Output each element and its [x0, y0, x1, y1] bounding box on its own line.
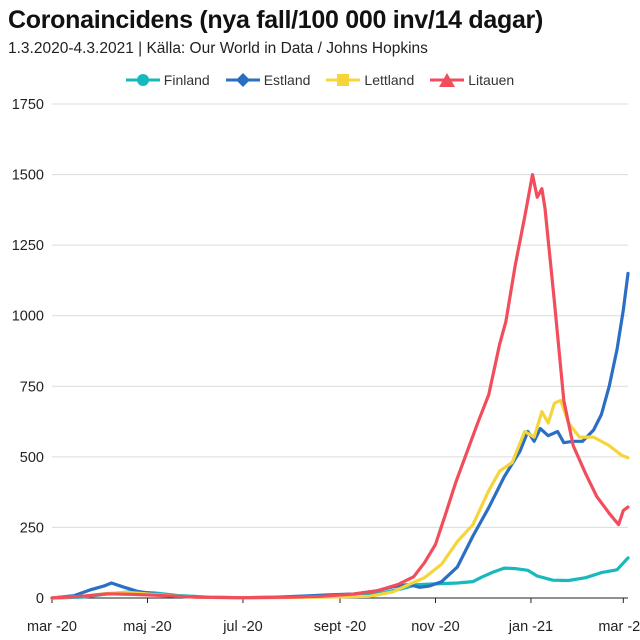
legend-label: Estland [263, 72, 311, 88]
y-tick-label: 250 [20, 520, 44, 536]
series-line-litauen [50, 173, 630, 600]
legend: Finland Estland Lettland Litauen [0, 72, 640, 88]
y-tick-label: 1750 [12, 97, 44, 113]
legend-item-litauen[interactable]: Litauen [430, 72, 514, 88]
y-tick-label: 500 [20, 450, 44, 466]
legend-marker [235, 73, 250, 87]
x-tick-label: sept -20 [314, 619, 366, 635]
y-tick-label: 1250 [12, 238, 44, 254]
y-tick-label: 750 [20, 379, 44, 395]
legend-marker [337, 74, 350, 86]
legend-label: Finland [163, 72, 210, 88]
legend-label: Litauen [468, 72, 515, 88]
x-tick-label: mar -20 [27, 619, 77, 635]
triangle-marker-icon [430, 73, 465, 87]
series-line-estland [50, 271, 630, 600]
x-tick-label: maj -20 [123, 619, 171, 635]
x-tick-label: nov -20 [411, 619, 459, 635]
y-tick-label: 0 [36, 591, 44, 607]
chart-subtitle: 1.3.2020-4.3.2021 | Källa: Our World in … [8, 40, 428, 57]
legend-marker [439, 73, 456, 87]
circle-marker-icon [125, 74, 160, 86]
legend-item-lettland[interactable]: Lettland [326, 72, 414, 88]
legend-item-finland[interactable]: Finland [125, 72, 210, 88]
x-tick-label: jan -21 [508, 619, 553, 635]
chart-title: Coronaincidens (nya fall/100 000 inv/14 … [8, 6, 544, 34]
square-marker-icon [326, 74, 361, 86]
legend-label: Lettland [364, 72, 415, 88]
diamond-marker-icon [225, 73, 260, 87]
x-tick-label: mar -21 [598, 619, 640, 635]
legend-item-estland[interactable]: Estland [225, 72, 311, 88]
y-tick-label: 1000 [12, 309, 44, 325]
x-tick-label: jul -20 [222, 619, 263, 635]
legend-marker [136, 74, 149, 86]
y-tick-label: 1500 [12, 168, 44, 184]
